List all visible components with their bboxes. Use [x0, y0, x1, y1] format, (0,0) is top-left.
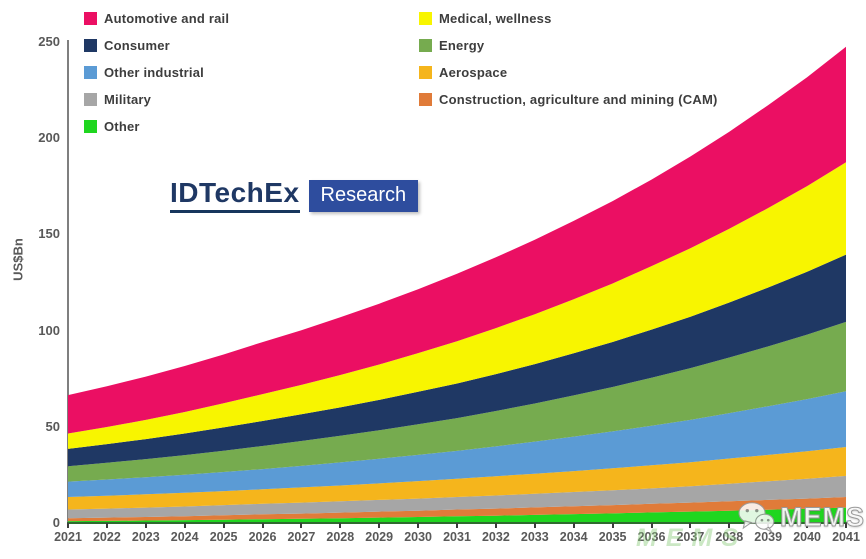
- area-series-automotive-and-rail: [68, 46, 846, 434]
- y-tick-label: 50: [45, 418, 60, 434]
- x-tick-label: 2040: [793, 530, 821, 544]
- x-tick-label: 2029: [365, 530, 394, 544]
- chart-plot-area: [68, 42, 846, 523]
- legend-label: Aerospace: [439, 65, 508, 80]
- area-series-construction-agriculture-and-mining-cam: [68, 497, 846, 522]
- legend-item: Medical, wellness: [419, 5, 718, 32]
- area-series-other-industrial: [68, 391, 846, 497]
- x-tick-label: 2031: [443, 530, 471, 544]
- legend-item: Consumer: [84, 32, 229, 59]
- x-tick-label: 2022: [92, 530, 121, 544]
- x-tick-label: 2026: [248, 530, 277, 544]
- y-tick-label: 200: [38, 130, 60, 146]
- x-tick-mark: [728, 523, 731, 528]
- x-tick-label: 2035: [598, 530, 627, 544]
- legend-label: Consumer: [104, 38, 170, 53]
- x-tick-mark: [806, 523, 809, 528]
- x-tick-mark: [378, 523, 381, 528]
- x-tick-mark: [689, 523, 692, 528]
- x-tick-label: 2037: [676, 530, 705, 544]
- x-tick-label: 2027: [287, 530, 316, 544]
- legend-swatch: [84, 12, 97, 25]
- x-tick-label: 2041: [832, 530, 860, 544]
- legend-column-left: Automotive and rail Consumer Other industr…: [84, 5, 229, 140]
- legend-label: Other: [104, 119, 140, 134]
- x-tick-mark: [183, 523, 186, 528]
- x-tick-label: 2038: [715, 530, 744, 544]
- legend-swatch: [84, 93, 97, 106]
- legend-label: Construction, agriculture and mining (CA…: [439, 92, 718, 107]
- x-tick-mark: [300, 523, 303, 528]
- x-tick-mark: [222, 523, 225, 528]
- x-tick-mark: [261, 523, 264, 528]
- area-series-medical-wellness: [68, 162, 846, 449]
- legend-column-right: Medical, wellness Energy Aerospace Construc…: [419, 5, 718, 113]
- legend-swatch: [419, 39, 432, 52]
- x-tick-mark: [105, 523, 108, 528]
- legend-label: Energy: [439, 38, 485, 53]
- legend-swatch: [419, 93, 432, 106]
- x-tick-mark: [767, 523, 770, 528]
- area-series-other: [68, 507, 846, 523]
- legend-swatch: [419, 12, 432, 25]
- x-tick-label: 2039: [754, 530, 783, 544]
- stacked-area-svg: [68, 46, 846, 523]
- legend-item: Automotive and rail: [84, 5, 229, 32]
- x-tick-label: 2025: [209, 530, 238, 544]
- x-tick-label: 2023: [131, 530, 160, 544]
- y-tick-label: 250: [38, 34, 60, 49]
- logo-brand-text: IDTechEx: [170, 179, 300, 213]
- legend-item: Energy: [419, 32, 718, 59]
- x-tick-mark: [845, 523, 847, 528]
- area-series-aerospace: [68, 447, 846, 510]
- area-series-energy: [68, 321, 846, 482]
- y-tick-label: 0: [52, 515, 60, 530]
- x-tick-mark: [533, 523, 536, 528]
- legend-swatch: [84, 120, 97, 133]
- x-tick-label: 2024: [170, 530, 199, 544]
- x-tick-label: 2032: [481, 530, 510, 544]
- x-tick-mark: [611, 523, 614, 528]
- x-tick-mark: [339, 523, 342, 528]
- x-tick-mark: [494, 523, 497, 528]
- area-series-consumer: [68, 254, 846, 467]
- legend-item: Military: [84, 86, 229, 113]
- x-tick-mark: [417, 523, 420, 528]
- y-tick-label: 150: [38, 226, 60, 242]
- legend-label: Other industrial: [104, 65, 204, 80]
- x-tick-mark: [650, 523, 653, 528]
- legend-swatch: [419, 66, 432, 79]
- x-tick-label: 2036: [637, 530, 666, 544]
- idtechex-logo: IDTechEx Research: [170, 179, 419, 213]
- x-tick-label: 2034: [559, 530, 588, 544]
- x-tick-mark: [456, 523, 458, 528]
- legend-item: Other: [84, 113, 229, 140]
- legend-item: Aerospace: [419, 59, 718, 86]
- y-tick-label: 100: [38, 322, 60, 338]
- area-series-military: [68, 475, 846, 519]
- x-tick-label: 2030: [404, 530, 432, 544]
- x-tick-label: 2028: [326, 530, 355, 544]
- x-tick-mark: [144, 523, 147, 528]
- x-tick-mark: [572, 523, 575, 528]
- x-tick-label: 2021: [54, 530, 82, 544]
- legend-label: Military: [104, 92, 152, 107]
- legend-item: Construction, agriculture and mining (CA…: [419, 86, 718, 113]
- legend-item: Other industrial: [84, 59, 229, 86]
- x-tick-mark: [67, 523, 69, 528]
- logo-research-badge: Research: [308, 180, 419, 212]
- legend-swatch: [84, 66, 97, 79]
- legend-swatch: [84, 39, 97, 52]
- legend-label: Automotive and rail: [104, 11, 230, 26]
- x-tick-label: 2033: [520, 530, 549, 544]
- legend-label: Medical, wellness: [439, 11, 552, 26]
- y-axis-line: [67, 40, 69, 523]
